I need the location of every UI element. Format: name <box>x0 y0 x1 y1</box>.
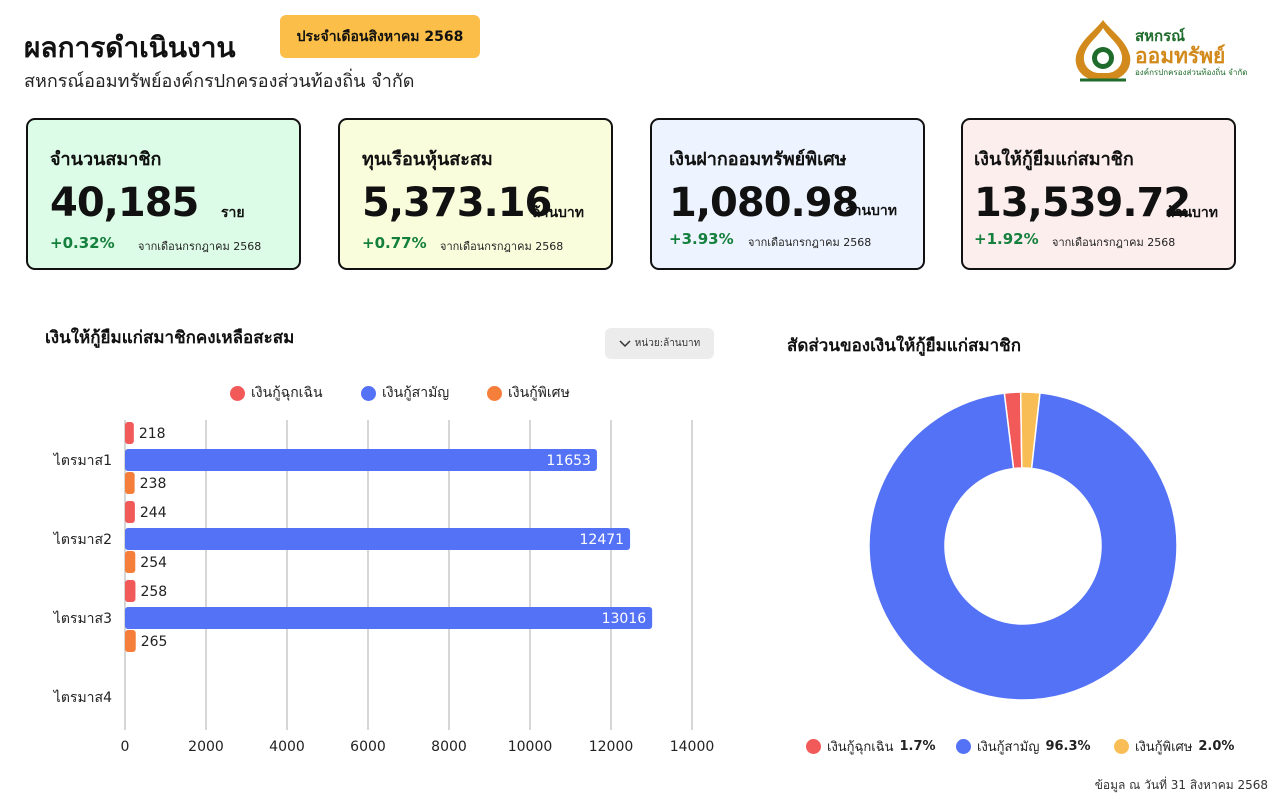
bar <box>125 630 136 652</box>
card-title: เงินฝากออมทรัพย์พิเศษ <box>669 149 847 170</box>
card-title: จำนวนสมาชิก <box>50 149 162 170</box>
x-tick-label: 2000 <box>188 739 224 755</box>
page-subtitle: สหกรณ์ออมทรัพย์องค์กรปกครองส่วนท้องถิ่น … <box>24 71 415 92</box>
bar-value-label: 12471 <box>580 532 625 548</box>
bar <box>125 422 134 444</box>
legend-percent: 2.0% <box>1198 739 1235 754</box>
pie-legend-emergency[interactable]: เงินกู้ฉุกเฉิน 1.7% <box>806 736 936 757</box>
bar-chart: 0 2000 4000 6000 8000 10000 12000 14000 ไตรมาส1 2… <box>53 420 715 755</box>
card-share-capital: ทุนเรือนหุ้นสะสม 5,373.16 ล้านบาท +0.77%… <box>338 118 613 270</box>
legend-dot <box>487 385 502 401</box>
logo-text-line2: ออมทรัพย์ <box>1135 44 1226 68</box>
legend-label: เงินกู้พิเศษ <box>1135 740 1193 755</box>
y-category-label: ไตรมาส3 <box>53 610 112 627</box>
card-note: จากเดือนกรกฎาคม 2568 <box>748 236 872 249</box>
period-badge: ประจำเดือนสิงหาคม 2568 <box>280 15 480 58</box>
bar-value-label: 218 <box>139 426 166 442</box>
card-change: +3.93% <box>669 230 734 248</box>
card-title: เงินให้กู้ยืมแก่สมาชิก <box>974 149 1134 170</box>
legend-percent: 1.7% <box>899 739 936 754</box>
chevron-down-icon <box>619 339 631 347</box>
legend-label: เงินกู้ฉุกเฉิน <box>251 385 323 401</box>
bar-value-label: 258 <box>140 584 167 600</box>
bar <box>125 607 653 629</box>
bar <box>125 472 135 494</box>
card-unit: ล้านบาท <box>1166 205 1218 221</box>
bar <box>125 580 136 602</box>
card-unit: ล้านบาท <box>845 203 897 219</box>
legend-label: เงินกู้พิเศษ <box>508 385 570 401</box>
x-tick-label: 8000 <box>431 739 467 755</box>
legend-dot <box>361 385 376 401</box>
bar <box>125 528 631 550</box>
legend-label: เงินกู้สามัญ <box>977 740 1040 755</box>
legend-percent: 96.3% <box>1045 739 1091 754</box>
pie-legend-regular[interactable]: เงินกู้สามัญ 96.3% <box>956 736 1091 757</box>
card-unit: ล้านบาท <box>532 205 584 221</box>
unit-dropdown-label: หน่วย:ล้านบาท <box>634 338 701 349</box>
legend-dot <box>1114 739 1129 754</box>
legend-dot <box>230 385 245 401</box>
pie-chart-title: สัดส่วนของเงินให้กู้ยืมแก่สมาชิก <box>787 336 1021 356</box>
x-tick-label: 4000 <box>269 739 305 755</box>
card-note: จากเดือนกรกฎาคม 2568 <box>138 240 262 253</box>
card-value: 40,185 <box>50 180 199 226</box>
bar-legend-regular[interactable]: เงินกู้สามัญ <box>361 382 449 404</box>
card-member-loans: เงินให้กู้ยืมแก่สมาชิก 13,539.72 ล้านบาท… <box>961 118 1236 270</box>
bar-chart-title: เงินให้กู้ยืมแก่สมาชิกคงเหลือสะสม <box>45 328 295 348</box>
bar <box>125 501 135 523</box>
card-value: 1,080.98 <box>669 180 859 226</box>
card-special-savings: เงินฝากออมทรัพย์พิเศษ 1,080.98 ล้านบาท +… <box>650 118 925 270</box>
card-change: +0.32% <box>50 234 115 252</box>
bar <box>125 551 136 573</box>
x-tick-label: 10000 <box>508 739 553 755</box>
pie-legend-special[interactable]: เงินกู้พิเศษ 2.0% <box>1114 736 1234 757</box>
cooperative-logo <box>1075 20 1131 82</box>
bar <box>125 449 597 471</box>
card-value: 13,539.72 <box>974 180 1191 226</box>
y-category-label: ไตรมาส4 <box>53 689 112 706</box>
bar-value-label: 244 <box>140 505 167 521</box>
logo-text-line3: องค์กรปกครองส่วนท้องถิ่น จำกัด <box>1135 68 1248 77</box>
logo-text-line1: สหกรณ์ <box>1135 27 1186 45</box>
bar-value-label: 238 <box>140 476 167 492</box>
x-tick-label: 12000 <box>589 739 634 755</box>
card-value: 5,373.16 <box>362 180 552 226</box>
legend-label: เงินกู้สามัญ <box>382 385 450 401</box>
x-tick-label: 14000 <box>670 739 715 755</box>
y-category-label: ไตรมาส1 <box>53 452 112 469</box>
donut-slice <box>868 392 1178 701</box>
bar-legend-emergency[interactable]: เงินกู้ฉุกเฉิน <box>230 382 323 404</box>
bar-legend-special[interactable]: เงินกู้พิเศษ <box>487 382 570 404</box>
legend-label: เงินกู้ฉุกเฉิน <box>827 740 894 755</box>
page-title: ผลการดำเนินงาน <box>24 31 236 64</box>
card-note: จากเดือนกรกฎาคม 2568 <box>440 240 564 253</box>
card-members: จำนวนสมาชิก 40,185 ราย +0.32% จากเดือนกร… <box>26 118 301 270</box>
card-title: ทุนเรือนหุ้นสะสม <box>362 149 493 170</box>
x-tick-label: 6000 <box>350 739 386 755</box>
donut-chart <box>868 391 1178 701</box>
bar-value-label: 11653 <box>546 453 591 469</box>
bar-value-label: 254 <box>140 555 167 571</box>
bar-value-label: 13016 <box>602 611 647 627</box>
y-category-label: ไตรมาส2 <box>53 531 112 548</box>
unit-dropdown[interactable]: หน่วย:ล้านบาท <box>605 328 714 359</box>
legend-dot <box>806 739 821 754</box>
card-unit: ราย <box>221 205 245 221</box>
card-note: จากเดือนกรกฎาคม 2568 <box>1052 236 1176 249</box>
legend-dot <box>956 739 971 754</box>
card-change: +1.92% <box>974 230 1039 248</box>
bar-value-label: 265 <box>141 634 168 650</box>
x-tick-label: 0 <box>121 739 130 755</box>
card-change: +0.77% <box>362 234 427 252</box>
data-date-footnote: ข้อมูล ณ วันที่ 31 สิงหาคม 2568 <box>1094 778 1268 792</box>
